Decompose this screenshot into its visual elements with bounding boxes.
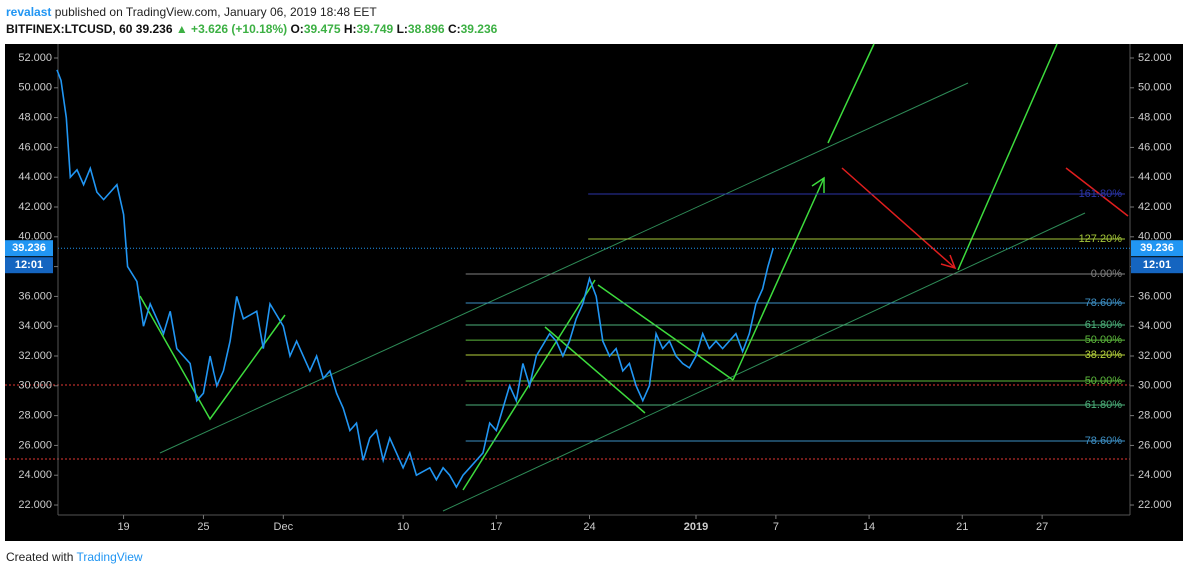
y-tick-label: 44.000 — [18, 171, 52, 183]
y-tick-label: 30.000 — [1138, 380, 1172, 392]
arrow-head — [940, 254, 957, 270]
x-tick-label: 19 — [117, 521, 129, 533]
price-line — [56, 69, 774, 489]
x-tick-label: 24 — [583, 521, 595, 533]
drawings — [5, 43, 1130, 512]
high-label: H: — [343, 22, 357, 36]
fib-label: 61.80% — [1085, 399, 1123, 411]
y-tick-label: 46.000 — [18, 141, 52, 153]
y-tick-label: 36.000 — [18, 290, 52, 302]
high: 39.749 — [356, 22, 394, 36]
y-tick-label: 42.000 — [18, 201, 52, 213]
fib-label: 78.60% — [1085, 297, 1123, 309]
arrow-head — [811, 176, 825, 193]
pattern-line — [1065, 167, 1129, 217]
brand[interactable]: TradingView — [76, 550, 143, 564]
countdown-label: 12:01 — [1143, 259, 1171, 271]
open-label: O: — [290, 22, 304, 36]
fib-label: 50.00% — [1085, 334, 1123, 346]
symbol: BITFINEX:LTCUSD, 60 — [6, 22, 133, 36]
low-label: L: — [396, 22, 408, 36]
price-box-label: 39.236 — [1140, 242, 1174, 254]
channel-line — [159, 82, 969, 454]
y-tick-label: 48.000 — [18, 112, 52, 124]
channel-line — [442, 212, 1086, 512]
x-tick-label: 25 — [197, 521, 209, 533]
x-tick-label: 21 — [956, 521, 968, 533]
footer: Created with TradingView — [6, 550, 143, 564]
fib-label: 50.00% — [1085, 375, 1123, 387]
price-box — [1131, 240, 1183, 257]
y-tick-label: 22.000 — [18, 499, 52, 511]
open: 39.475 — [303, 22, 341, 36]
y-tick-label: 36.000 — [1138, 290, 1172, 302]
y-tick-label: 52.000 — [18, 52, 52, 64]
price-box — [5, 240, 53, 257]
price-box-label: 39.236 — [12, 242, 46, 254]
y-tick-label: 26.000 — [18, 439, 52, 451]
y-tick-label: 50.000 — [1138, 82, 1172, 94]
arrow — [841, 167, 956, 269]
published: published on TradingView.com, January 06… — [54, 5, 377, 19]
y-tick-label: 24.000 — [18, 469, 52, 481]
y-tick-label: 48.000 — [1138, 112, 1172, 124]
countdown-label: 12:01 — [15, 259, 43, 271]
close-label: C: — [447, 22, 461, 36]
x-tick-label: 2019 — [684, 521, 708, 533]
y-tick-label: 26.000 — [1138, 439, 1172, 451]
x-tick-label: 14 — [863, 521, 875, 533]
fib-label: 61.80% — [1085, 319, 1123, 331]
y-tick-label: 34.000 — [1138, 320, 1172, 332]
x-tick-label: Dec — [274, 521, 294, 533]
y-tick-label: 24.000 — [1138, 469, 1172, 481]
close: 39.236 — [460, 22, 498, 36]
y-tick-label: 28.000 — [1138, 410, 1172, 422]
fib-label: 78.60% — [1085, 435, 1123, 447]
pattern-line — [827, 43, 875, 144]
symbol-line: BITFINEX:LTCUSD, 60 39.236 ▲ +3.626 (+10… — [6, 22, 497, 36]
y-tick-label: 42.000 — [1138, 201, 1172, 213]
countdown-box — [1131, 257, 1183, 274]
y-tick-label: 40.000 — [1138, 231, 1172, 243]
y-tick-label: 30.000 — [18, 380, 52, 392]
last: 39.236 — [135, 22, 173, 36]
y-tick-label: 32.000 — [18, 350, 52, 362]
chart: 22.000 22.000 24.000 24.000 26.000 26.000 28.0… — [5, 43, 1183, 541]
y-tick-label: 28.000 — [18, 410, 52, 422]
y-tick-label: 52.000 — [1138, 52, 1172, 64]
pattern-line — [139, 295, 286, 421]
x-tick-label: 7 — [773, 521, 779, 533]
x-tick-label: 27 — [1036, 521, 1048, 533]
x-tick-label: 10 — [397, 521, 409, 533]
y-tick-label: 50.000 — [18, 82, 52, 94]
fib-label: 161.80% — [1079, 188, 1123, 200]
fib-label: 0.00% — [1091, 268, 1122, 280]
y-tick-label: 46.000 — [1138, 141, 1172, 153]
pattern-line — [597, 284, 734, 381]
pattern-line — [544, 326, 646, 414]
x-tick-label: 17 — [490, 521, 502, 533]
fib-label: 38.20% — [1085, 349, 1123, 361]
y-tick-label: 34.000 — [18, 320, 52, 332]
pattern-line — [957, 43, 1058, 271]
footer-text: Created with — [6, 550, 74, 564]
y-tick-label: 40.000 — [18, 231, 52, 243]
countdown-box — [5, 257, 53, 274]
fib-label: 127.20% — [1079, 233, 1123, 245]
header-line: revalast published on TradingView.com, J… — [6, 5, 377, 19]
arrow — [732, 177, 825, 381]
y-tick-label: 32.000 — [1138, 350, 1172, 362]
author[interactable]: revalast — [6, 5, 52, 19]
change: ▲ +3.626 (+10.18%) — [175, 22, 288, 36]
low: 38.896 — [407, 22, 445, 36]
y-tick-label: 44.000 — [1138, 171, 1172, 183]
y-tick-label: 22.000 — [1138, 499, 1172, 511]
